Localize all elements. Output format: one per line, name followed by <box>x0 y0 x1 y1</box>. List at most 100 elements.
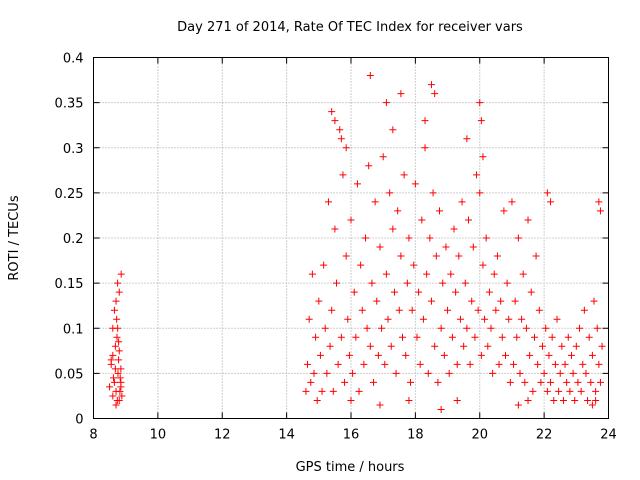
data-point <box>527 288 535 296</box>
data-point <box>107 356 115 364</box>
data-point <box>532 252 540 260</box>
data-point <box>514 401 522 409</box>
data-point <box>344 315 352 323</box>
data-point <box>476 189 484 197</box>
data-point <box>540 369 548 377</box>
y-tick-label: 0.3 <box>63 142 84 157</box>
data-point <box>471 333 479 341</box>
data-point <box>584 396 592 404</box>
data-point <box>427 81 435 89</box>
data-point <box>363 324 371 332</box>
data-point <box>315 297 323 305</box>
x-axis-label: GPS time / hours <box>296 460 405 475</box>
data-point <box>476 99 484 107</box>
data-point <box>576 324 584 332</box>
data-point <box>336 126 344 134</box>
data-point <box>592 387 600 395</box>
data-point <box>405 234 413 242</box>
data-point <box>373 297 381 305</box>
x-tick-label: 8 <box>89 428 97 443</box>
data-point <box>389 225 397 233</box>
data-point <box>464 216 472 224</box>
data-point <box>558 342 566 350</box>
data-point <box>337 333 345 341</box>
y-tick-label: 0.1 <box>63 322 84 337</box>
data-point <box>371 198 379 206</box>
data-point <box>587 378 595 386</box>
data-point <box>117 378 125 386</box>
data-point <box>436 207 444 215</box>
data-point <box>582 369 590 377</box>
grid-lines <box>93 57 609 419</box>
data-point <box>331 225 339 233</box>
data-point <box>437 324 445 332</box>
data-point <box>447 270 455 278</box>
data-point <box>402 351 410 359</box>
data-point <box>349 369 357 377</box>
data-point <box>342 144 350 152</box>
data-point <box>305 315 313 323</box>
tick-labels: 8 10 12 14 16 18 20 22 24 0 0.05 0.1 0.15 0.2 0.25 0.3 0… <box>55 52 617 443</box>
y-tick-label: 0.25 <box>55 187 84 202</box>
data-point <box>381 360 389 368</box>
data-point <box>357 261 365 269</box>
data-point <box>378 324 386 332</box>
data-point <box>347 396 355 404</box>
data-point <box>456 315 464 323</box>
data-point <box>390 288 398 296</box>
data-point <box>463 324 471 332</box>
data-point <box>477 117 485 125</box>
data-point <box>337 135 345 143</box>
data-point <box>334 360 342 368</box>
y-tick-label: 0.05 <box>55 367 84 382</box>
data-point <box>567 351 575 359</box>
data-point <box>115 396 123 404</box>
data-point <box>110 306 118 314</box>
data-point <box>492 306 500 314</box>
data-point <box>513 333 521 341</box>
data-point <box>547 378 555 386</box>
data-point <box>588 351 596 359</box>
data-point <box>574 378 582 386</box>
data-point <box>410 261 418 269</box>
data-point <box>455 252 463 260</box>
data-point <box>461 279 469 287</box>
data-point <box>382 270 390 278</box>
data-point <box>444 306 452 314</box>
data-point <box>596 207 604 215</box>
data-point <box>321 324 329 332</box>
data-point <box>543 189 551 197</box>
data-point <box>595 198 603 206</box>
data-point <box>490 270 498 278</box>
data-point <box>503 279 511 287</box>
data-point <box>458 198 466 206</box>
data-point <box>450 225 458 233</box>
data-point <box>407 378 415 386</box>
data-point <box>429 189 437 197</box>
data-point <box>347 216 355 224</box>
x-tick-label: 18 <box>407 428 424 443</box>
y-tick-label: 0.2 <box>63 232 84 247</box>
data-point <box>365 162 373 170</box>
x-tick-label: 22 <box>536 428 553 443</box>
data-point <box>421 117 429 125</box>
data-point <box>498 333 506 341</box>
data-point <box>366 342 374 350</box>
data-point <box>418 216 426 224</box>
data-point <box>514 234 522 242</box>
data-point <box>376 401 384 409</box>
data-point <box>307 378 315 386</box>
data-point <box>502 351 509 359</box>
data-point <box>421 144 429 152</box>
y-tick-label: 0.4 <box>63 52 84 67</box>
data-point <box>405 396 413 404</box>
data-point <box>109 374 117 382</box>
x-tick-label: 14 <box>278 428 295 443</box>
data-point <box>361 234 369 242</box>
data-point <box>387 342 395 350</box>
data-point <box>511 297 519 305</box>
data-point <box>328 306 336 314</box>
data-point <box>416 360 424 368</box>
data-point <box>408 306 416 314</box>
data-point <box>487 324 495 332</box>
